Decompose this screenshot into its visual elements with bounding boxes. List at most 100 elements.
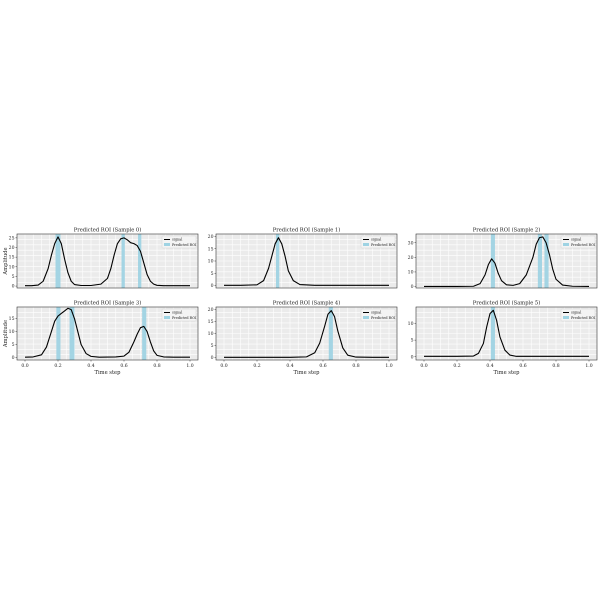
roi-band-0 xyxy=(328,307,333,360)
y-tick-label: 0 xyxy=(411,284,414,290)
series-line-signal xyxy=(224,310,389,358)
x-tick-label: 0.6 xyxy=(319,363,326,369)
x-axis-label: Time step xyxy=(95,370,122,376)
y-tick-label: 5 xyxy=(411,338,414,344)
legend-box xyxy=(560,235,596,249)
plot-frame xyxy=(16,233,199,289)
legend-label-signal: signal xyxy=(571,311,581,315)
roi-band-0 xyxy=(56,307,61,360)
x-axis-label: Time step xyxy=(294,370,321,376)
plot-frame xyxy=(415,306,598,361)
chart-title: Predicted ROI (Sample 3) xyxy=(74,300,142,307)
y-tick-label: 15 xyxy=(9,316,15,322)
x-tick-label: 1.0 xyxy=(585,363,592,369)
y-tick-label: 25 xyxy=(9,235,15,241)
chart-panel-4: Predicted ROI (Sample 4) 0 5 10 15 20 0.0 0.2 0.… xyxy=(208,300,398,376)
legend-swatch-roi xyxy=(164,243,170,246)
y-tick-label: 20 xyxy=(408,255,414,261)
chart-title: Predicted ROI (Sample 2) xyxy=(473,227,541,234)
x-tick-label: 0.4 xyxy=(87,363,94,369)
legend-label-roi: Predicted ROI xyxy=(172,243,197,247)
y-tick-label: 10 xyxy=(9,329,15,335)
x-tick-label: 0.2 xyxy=(253,363,260,369)
legend-swatch-roi xyxy=(363,243,369,246)
y-tick-label: 20 xyxy=(9,245,15,251)
x-tick-label: 0.6 xyxy=(519,363,526,369)
series-line-signal xyxy=(424,309,589,357)
x-tick-label: 1.0 xyxy=(186,363,193,369)
y-tick-label: 0 xyxy=(12,284,15,290)
y-tick-label: 10 xyxy=(9,264,15,270)
y-tick-label: 20 xyxy=(208,307,214,313)
roi-band-2 xyxy=(138,234,142,288)
y-tick-label: 5 xyxy=(12,274,15,280)
y-axis-label: Amplitude xyxy=(3,247,9,275)
y-tick-label: 5 xyxy=(211,343,214,349)
legend-swatch-roi xyxy=(563,243,569,246)
legend-swatch-roi xyxy=(164,316,170,319)
x-tick-label: 0.4 xyxy=(286,363,293,369)
legend-box xyxy=(560,308,596,322)
x-axis-label: Time step xyxy=(494,370,521,376)
x-tick-label: 0.0 xyxy=(21,363,28,369)
y-tick-label: 0 xyxy=(411,354,414,360)
legend-label-signal: signal xyxy=(172,311,182,315)
x-tick-label: 0.0 xyxy=(420,363,427,369)
legend-label-roi: Predicted ROI xyxy=(172,316,197,320)
series-line-signal xyxy=(424,236,590,287)
x-tick-label: 0.2 xyxy=(54,363,61,369)
y-tick-label: 0 xyxy=(211,283,214,289)
roi-band-0 xyxy=(490,307,495,360)
plot-frame xyxy=(415,233,598,289)
y-tick-label: 10 xyxy=(208,331,214,337)
legend-label-roi: Predicted ROI xyxy=(571,243,596,247)
legend-swatch-roi xyxy=(563,316,569,319)
x-tick-label: 0.8 xyxy=(352,363,359,369)
chart-title: Predicted ROI (Sample 0) xyxy=(74,227,142,234)
y-tick-label: 0 xyxy=(12,355,15,361)
legend-box xyxy=(360,308,396,322)
chart-panel-2: Predicted ROI (Sample 2) 0 10 20 30 signalPre… xyxy=(408,227,598,290)
series-line-signal xyxy=(25,236,190,287)
x-tick-label: 0.8 xyxy=(153,363,160,369)
legend-label-signal: signal xyxy=(371,311,381,315)
y-tick-label: 10 xyxy=(208,259,214,265)
chart-title: Predicted ROI (Sample 5) xyxy=(473,300,541,307)
chart-panel-0: Predicted ROI (Sample 0) 0 5 10 15 20 25Amplit… xyxy=(3,227,199,290)
x-tick-label: 0.0 xyxy=(220,363,227,369)
chart-title: Predicted ROI (Sample 1) xyxy=(273,227,341,234)
roi-band-2 xyxy=(142,307,147,360)
legend-swatch-roi xyxy=(363,316,369,319)
y-tick-label: 10 xyxy=(408,270,414,276)
y-axis-label: Amplitude xyxy=(3,320,9,348)
chart-panel-5: Predicted ROI (Sample 5) 0 5 10 0.0 0.2 0.4 0.6… xyxy=(408,300,598,376)
x-tick-label: 0.8 xyxy=(552,363,559,369)
plot-frame xyxy=(16,306,199,361)
roi-band-1 xyxy=(537,234,542,288)
x-tick-label: 1.0 xyxy=(385,363,392,369)
legend-box xyxy=(161,308,197,322)
y-tick-label: 15 xyxy=(9,255,15,261)
y-tick-label: 15 xyxy=(208,319,214,325)
chart-title: Predicted ROI (Sample 4) xyxy=(273,300,341,307)
roi-band-1 xyxy=(121,234,125,288)
y-tick-label: 30 xyxy=(408,240,414,246)
y-tick-label: 15 xyxy=(208,246,214,252)
roi-band-2 xyxy=(544,234,549,288)
y-tick-label: 10 xyxy=(408,321,414,327)
legend-label-signal: signal xyxy=(172,238,182,242)
legend-label-signal: signal xyxy=(371,238,381,242)
legend-box xyxy=(161,235,197,249)
legend-label-signal: signal xyxy=(571,238,581,242)
x-tick-label: 0.4 xyxy=(486,363,493,369)
y-tick-label: 5 xyxy=(12,342,15,348)
series-line-signal xyxy=(24,307,190,358)
